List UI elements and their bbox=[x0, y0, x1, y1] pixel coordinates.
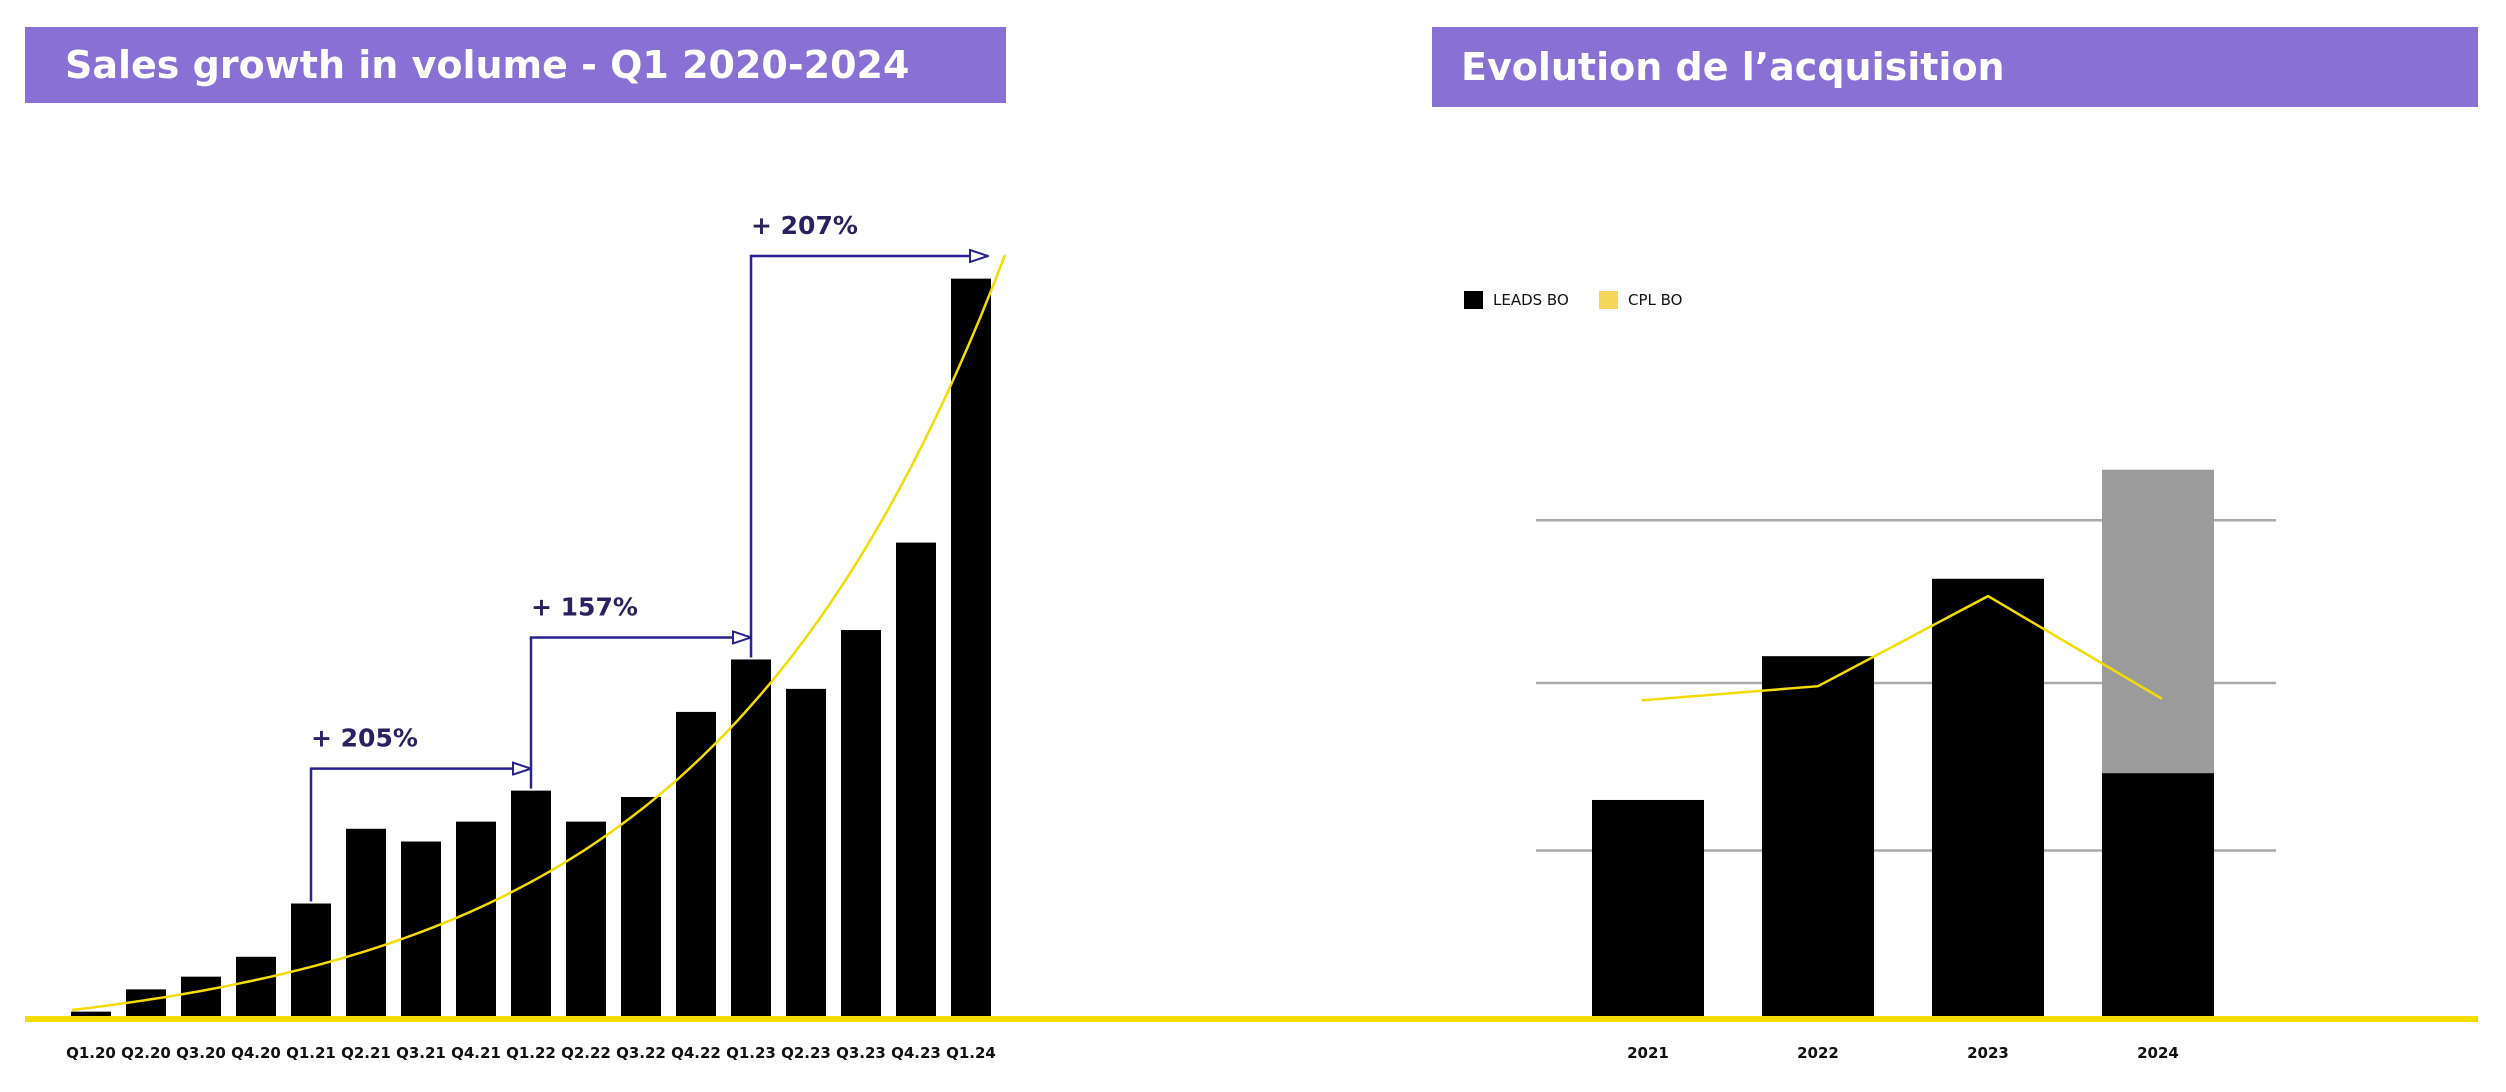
growth-label-2: + 157% bbox=[531, 592, 638, 621]
bar-q2-21 bbox=[346, 828, 386, 1018]
bar-q4-21 bbox=[456, 821, 496, 1018]
bar-q4-20 bbox=[236, 956, 276, 1018]
growth-label-3: + 207% bbox=[751, 211, 858, 240]
x-tick-label-q2-22: Q2.22 bbox=[561, 1044, 611, 1062]
legend-swatch-leads bbox=[1464, 291, 1483, 309]
x-tick-label-q4-22: Q4.22 bbox=[671, 1044, 721, 1062]
legend-label-cpl: CPL BO bbox=[1628, 291, 1682, 309]
bar-q1-20 bbox=[71, 1011, 111, 1018]
growth-arrow-3 bbox=[749, 256, 988, 658]
bar-q4-23 bbox=[896, 542, 936, 1018]
bar-q2-23 bbox=[786, 688, 826, 1018]
chart-title-sales-growth: Sales growth in volume - Q1 2020-2024 bbox=[25, 27, 1006, 103]
line-cpl-bo bbox=[1641, 594, 2163, 702]
x-tick-label-q1-23: Q1.23 bbox=[726, 1044, 776, 1062]
baseline bbox=[25, 1016, 2478, 1022]
x-tick-label-q1-22: Q1.22 bbox=[506, 1044, 556, 1062]
x-tick-label-q2-21: Q2.21 bbox=[341, 1044, 391, 1062]
growth-label-1: + 205% bbox=[311, 724, 418, 753]
x-tick-label-q1-21: Q1.21 bbox=[286, 1044, 336, 1062]
x-tick-label-q4-21: Q4.21 bbox=[451, 1044, 501, 1062]
bar-q1-21 bbox=[291, 903, 331, 1018]
legend-swatch-cpl bbox=[1599, 291, 1618, 309]
x-tick-label-q4-20: Q4.20 bbox=[231, 1044, 281, 1062]
growth-arrow-2 bbox=[529, 637, 751, 789]
x-tick-label-2024: 2024 bbox=[2137, 1044, 2179, 1062]
x-tick-label-q3-23: Q3.23 bbox=[836, 1044, 886, 1062]
bar-leads-2023 bbox=[1932, 578, 2044, 1018]
bar-leads-2024 bbox=[2102, 773, 2214, 1018]
bar-q1-24 bbox=[951, 278, 991, 1018]
bar-forecast-2024 bbox=[2102, 469, 2214, 774]
x-tick-label-q1-20: Q1.20 bbox=[66, 1044, 116, 1062]
x-tick-label-q3-21: Q3.21 bbox=[396, 1044, 446, 1062]
bar-q2-20 bbox=[126, 989, 166, 1018]
x-tick-label-q4-23: Q4.23 bbox=[891, 1044, 941, 1062]
growth-arrow-1 bbox=[309, 769, 531, 902]
x-tick-label-2023: 2023 bbox=[1967, 1044, 2009, 1062]
legend-label-leads: LEADS BO bbox=[1493, 291, 1569, 309]
bar-q1-22 bbox=[511, 790, 551, 1018]
bar-q3-20 bbox=[181, 976, 221, 1018]
bar-q2-22 bbox=[566, 821, 606, 1018]
bar-q3-23 bbox=[841, 630, 881, 1018]
bar-leads-2021 bbox=[1592, 799, 1704, 1018]
x-tick-label-q3-20: Q3.20 bbox=[176, 1044, 226, 1062]
bar-q3-22 bbox=[621, 796, 661, 1018]
x-tick-label-q1-24: Q1.24 bbox=[946, 1044, 996, 1062]
x-tick-label-q2-20: Q2.20 bbox=[121, 1044, 171, 1062]
bar-q1-23 bbox=[731, 659, 771, 1018]
bar-q3-21 bbox=[401, 841, 441, 1018]
x-tick-label-q2-23: Q2.23 bbox=[781, 1044, 831, 1062]
x-tick-label-q3-22: Q3.22 bbox=[616, 1044, 666, 1062]
x-tick-label-2022: 2022 bbox=[1797, 1044, 1839, 1062]
bar-leads-2022 bbox=[1762, 656, 1874, 1018]
chart-title-acquisition: Evolution de l’acquisition bbox=[1432, 27, 2478, 107]
x-tick-label-2021: 2021 bbox=[1627, 1044, 1669, 1062]
trend-line-sales bbox=[71, 254, 1007, 1012]
bar-q4-22 bbox=[676, 711, 716, 1018]
